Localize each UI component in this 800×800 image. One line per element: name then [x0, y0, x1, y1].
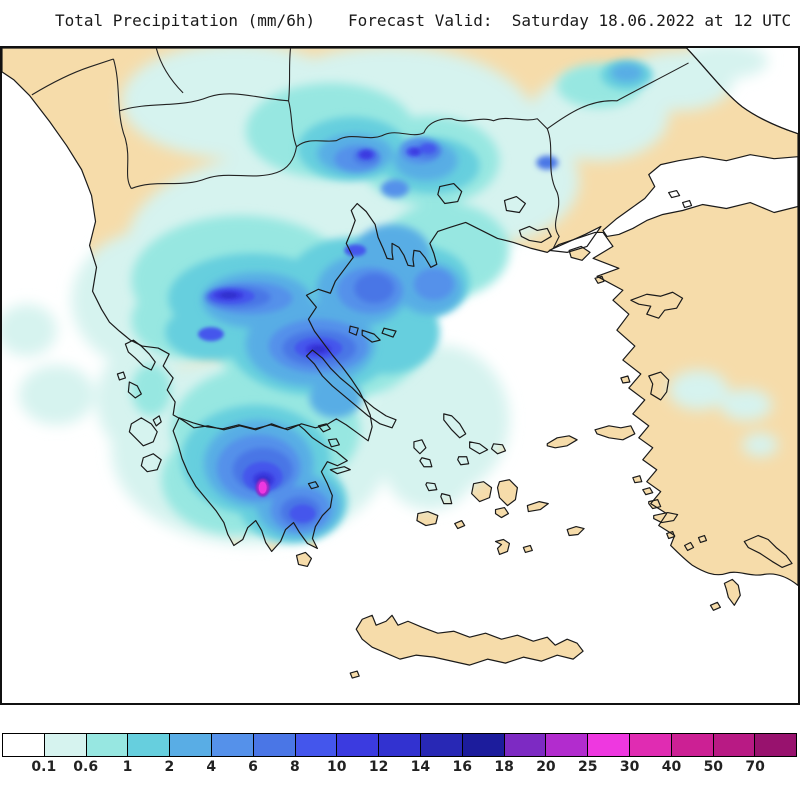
- scale-label-30: 30: [619, 759, 640, 775]
- header: Total Precipitation (mm/6h) Forecast Val…: [0, 0, 800, 46]
- map-frame: [0, 46, 800, 705]
- scale-label-25: 25: [578, 759, 598, 775]
- scale-label-0.1: 0.1: [31, 759, 57, 775]
- scale-cell-5: [211, 734, 254, 756]
- border-layer: [31, 48, 689, 249]
- scale-cell-9: [379, 734, 421, 756]
- scale-label-2: 2: [164, 759, 175, 775]
- scale-cell-3: [128, 734, 171, 756]
- scale-label-0.6: 0.6: [73, 759, 99, 775]
- scale-cell-16: [671, 734, 714, 756]
- scale-cell-18: [755, 734, 797, 756]
- greece-precipitation-map: [2, 48, 798, 703]
- scale-cell-14: [588, 734, 630, 756]
- scale-label-1: 1: [122, 759, 133, 775]
- scale-label-4: 4: [206, 759, 217, 775]
- scale-cell-8: [337, 734, 380, 756]
- scale-label-16: 16: [452, 759, 472, 775]
- scale-label-8: 8: [290, 759, 300, 775]
- scale-label-6: 6: [248, 759, 258, 775]
- scale-cell-12: [504, 734, 547, 756]
- map-title: Total Precipitation (mm/6h): [55, 11, 316, 30]
- scale-label-12: 12: [368, 759, 389, 775]
- scale-cell-6: [253, 734, 296, 756]
- scale-label-20: 20: [536, 759, 556, 775]
- scale-cell-10: [420, 734, 463, 756]
- scale-cell-1: [44, 734, 87, 756]
- scale-cell-15: [629, 734, 672, 756]
- scale-label-50: 50: [703, 759, 724, 775]
- scale-label-70: 70: [745, 759, 765, 775]
- scale-cell-2: [86, 734, 129, 756]
- scale-cell-4: [170, 734, 212, 756]
- scale-label-10: 10: [326, 759, 347, 775]
- precipitation-layer: [2, 48, 779, 545]
- scale-cell-0: [3, 734, 45, 756]
- scale-cell-17: [713, 734, 756, 756]
- scale-cell-7: [295, 734, 338, 756]
- scale-cell-13: [546, 734, 589, 756]
- scale-label-40: 40: [661, 759, 682, 775]
- forecast-valid-label: Forecast Valid: Saturday 18.06.2022 at 1…: [348, 11, 792, 30]
- precipitation-color-scale: [2, 733, 797, 757]
- color-scale-labels: 0.1 0.6 1 2 4 6 8 10 12 14 16 18 20 25 30 40 50 70: [2, 759, 797, 777]
- scale-cell-11: [462, 734, 505, 756]
- scale-label-14: 14: [410, 759, 431, 775]
- peak-precip-marker: [255, 478, 270, 497]
- scale-label-18: 18: [494, 759, 514, 775]
